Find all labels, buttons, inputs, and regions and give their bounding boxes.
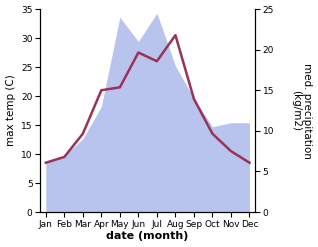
X-axis label: date (month): date (month) [107, 231, 189, 242]
Y-axis label: med. precipitation
(kg/m2): med. precipitation (kg/m2) [291, 62, 313, 159]
Y-axis label: max temp (C): max temp (C) [5, 75, 16, 146]
